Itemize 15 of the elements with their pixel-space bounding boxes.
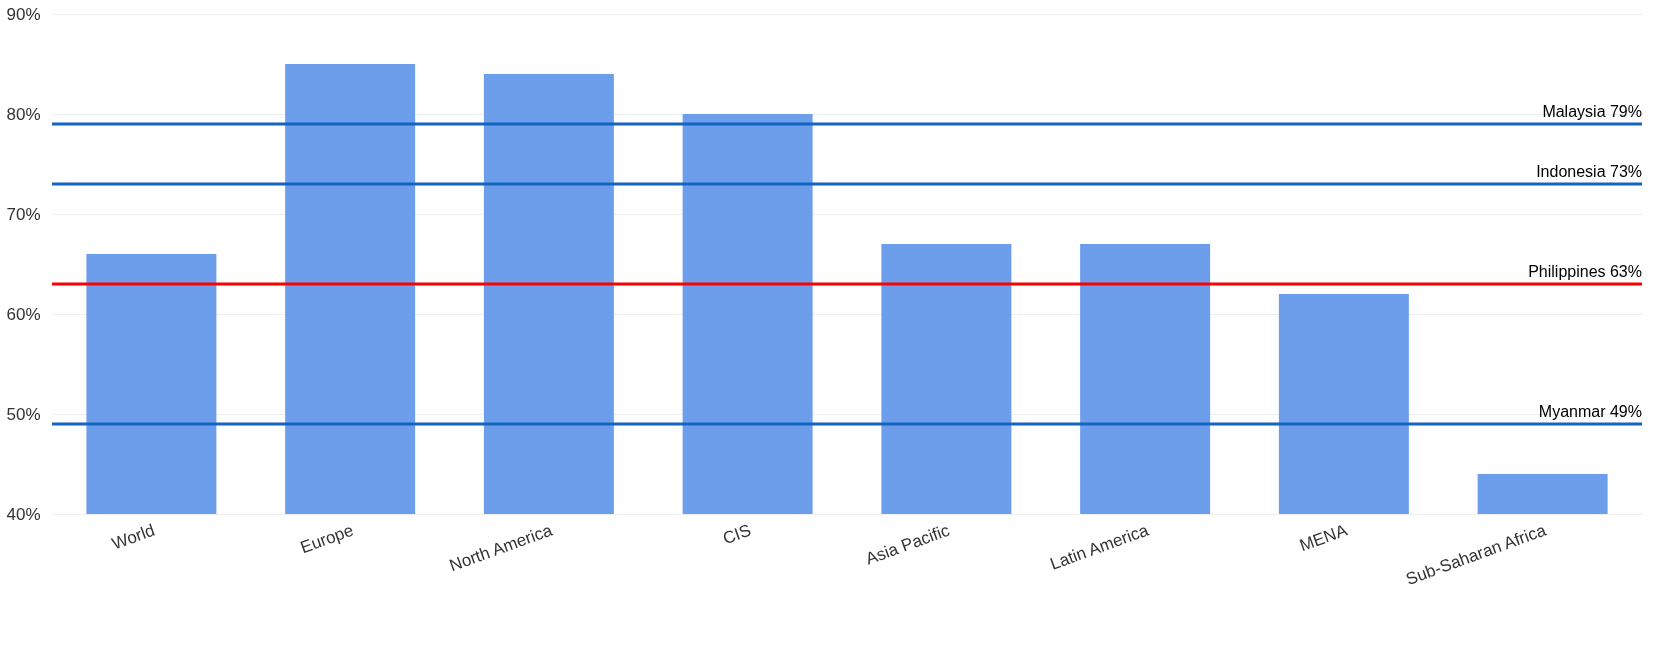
x-tick-label: CIS <box>720 520 754 549</box>
ref-line-label: Malaysia 79% <box>1542 103 1642 120</box>
ref-line-label: Myanmar 49% <box>1538 403 1642 420</box>
x-tick-label: Europe <box>297 520 356 558</box>
x-tick-label: Asia Pacific <box>863 520 953 569</box>
ref-line-label: Philippines 63% <box>1528 263 1642 280</box>
x-tick-label: World <box>109 520 158 554</box>
y-tick-label: 40% <box>6 504 41 524</box>
y-tick-label: 80% <box>6 104 41 124</box>
y-tick-label: 70% <box>6 204 41 224</box>
y-tick-label: 60% <box>6 304 41 324</box>
y-tick-label: 50% <box>6 404 41 424</box>
ref-line-label: Indonesia 73% <box>1536 163 1642 180</box>
x-tick-label: MENA <box>1297 520 1351 556</box>
y-tick-label: 90% <box>6 4 41 24</box>
